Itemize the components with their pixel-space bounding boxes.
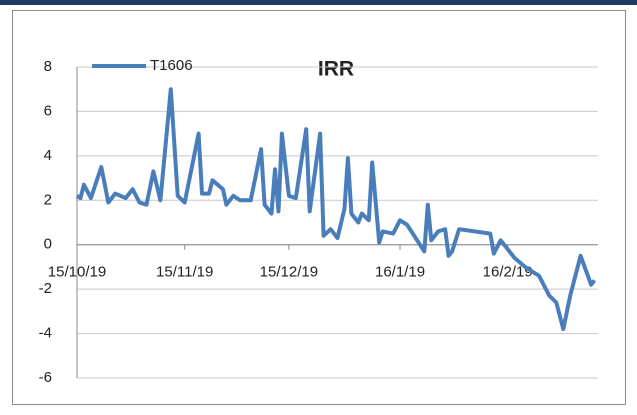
y-tick-label: 8 xyxy=(44,58,52,75)
data-line xyxy=(75,87,597,332)
x-tick-label: 16/1/19 xyxy=(375,264,425,281)
chart-title: IRR xyxy=(318,58,354,81)
legend-label: T1606 xyxy=(150,57,193,74)
x-tick-label: 15/10/19 xyxy=(48,264,106,281)
x-tick-label: 15/12/19 xyxy=(260,264,318,281)
x-tick-label: 16/2/19 xyxy=(483,264,533,281)
y-tick-label: 6 xyxy=(44,102,52,119)
y-tick-label: -6 xyxy=(39,369,52,386)
top-bar xyxy=(0,0,637,5)
x-tick-label: 15/11/19 xyxy=(156,264,213,281)
y-tick-label: 0 xyxy=(44,236,52,253)
y-tick-label: 4 xyxy=(44,147,52,164)
y-tick-label: -2 xyxy=(39,280,52,297)
y-tick-label: 2 xyxy=(44,191,52,208)
chart-frame xyxy=(12,10,626,405)
y-tick-label: -4 xyxy=(39,325,52,342)
